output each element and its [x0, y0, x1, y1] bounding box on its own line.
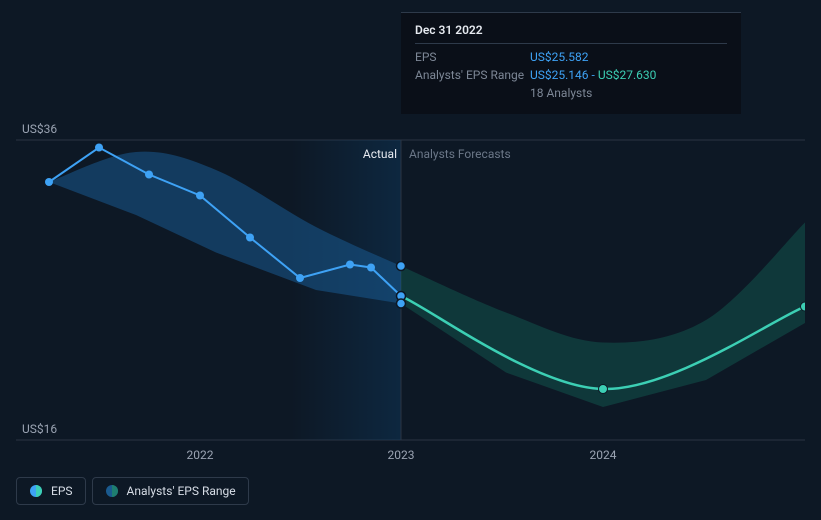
y-axis-label-top: US$36	[22, 122, 57, 136]
tooltip-eps-label: EPS	[415, 50, 530, 64]
legend: EPS Analysts' EPS Range	[16, 477, 249, 505]
tooltip-eps-value: US$25.582	[530, 50, 589, 64]
tooltip-date: Dec 31 2022	[415, 23, 727, 44]
tooltip-range-high: US$27.630	[598, 68, 657, 82]
legend-item-range[interactable]: Analysts' EPS Range	[92, 477, 249, 505]
tooltip-range-value: US$25.146 - US$27.630	[530, 68, 656, 82]
tooltip-range-low: US$25.146	[530, 68, 589, 82]
tooltip-row-eps: EPS US$25.582	[415, 48, 727, 66]
tooltip-row-range: Analysts' EPS Range US$25.146 - US$27.63…	[415, 66, 727, 84]
legend-label-range: Analysts' EPS Range	[127, 484, 236, 498]
tooltip-sub-spacer	[415, 86, 530, 100]
legend-swatch-eps	[29, 484, 43, 498]
tooltip-row-sub: 18 Analysts	[415, 84, 727, 102]
tooltip: Dec 31 2022 EPS US$25.582 Analysts' EPS …	[401, 12, 741, 114]
legend-label-eps: EPS	[51, 484, 73, 498]
tooltip-analyst-count: 18 Analysts	[530, 86, 592, 100]
tooltip-range-sep: -	[589, 68, 598, 82]
forecast-label: Analysts Forecasts	[409, 147, 511, 161]
x-axis-tick: 2024	[590, 448, 617, 462]
x-axis-tick: 2022	[187, 448, 214, 462]
y-axis-label-bottom: US$16	[22, 422, 57, 436]
actual-label: Actual	[363, 147, 397, 161]
chart-area: US$36 US$16 Actual Analysts Forecasts 20…	[16, 0, 805, 520]
tooltip-range-label: Analysts' EPS Range	[415, 68, 530, 82]
legend-swatch-range	[105, 484, 119, 498]
x-axis-tick: 2023	[388, 448, 415, 462]
legend-item-eps[interactable]: EPS	[16, 477, 86, 505]
